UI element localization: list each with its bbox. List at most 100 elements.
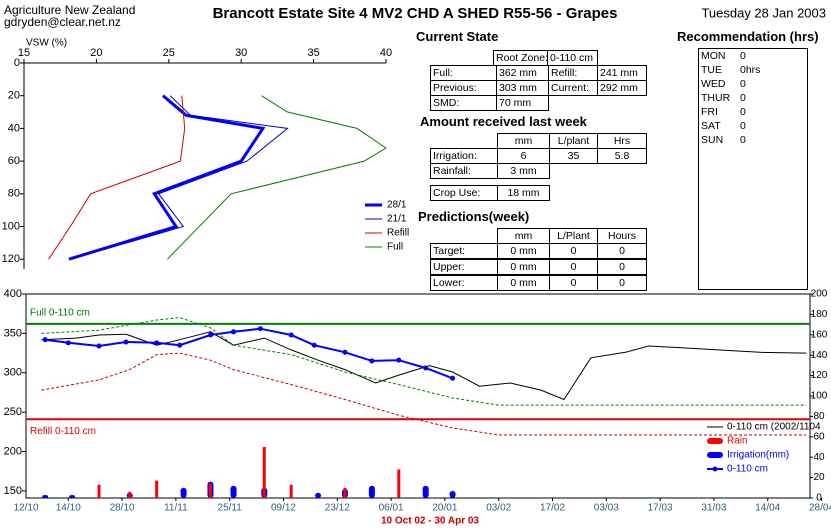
x-tick-label: 17/03	[648, 503, 673, 514]
email: gdryden@clear.net.nz	[4, 15, 121, 29]
x-tick-label: 14/10	[56, 503, 81, 514]
y-tick-label: 100	[2, 220, 20, 232]
point-marker	[123, 339, 129, 345]
point-marker	[257, 326, 263, 332]
y2-tick-label: 100	[811, 391, 828, 402]
x-axis-label: VSW (%)	[26, 38, 67, 49]
recommendation-box	[698, 48, 808, 290]
table-cell: 6	[497, 148, 550, 164]
section-title: Current State	[416, 29, 499, 44]
table-cell: 18 mm	[497, 185, 550, 201]
table-cell: 70 mm	[496, 95, 549, 111]
point-marker	[396, 357, 402, 363]
table-cell: 0-110 cm	[547, 50, 598, 66]
x-tick-label: 28/10	[110, 503, 135, 514]
point-marker	[207, 332, 213, 338]
x-start-label: 12/10	[13, 503, 38, 514]
day-label: WED	[701, 78, 726, 90]
table-cell: 0 mm	[497, 243, 550, 259]
x-tick-label: 20	[90, 47, 102, 59]
y-tick-label: 120	[2, 253, 20, 265]
table-header: Hours	[597, 228, 647, 244]
table-cell: 5.8	[597, 148, 647, 164]
legend-label: Refill	[387, 228, 409, 239]
y2-tick-label: 200	[811, 289, 828, 300]
y-tick-label: 350	[4, 327, 22, 339]
table-cell: 0 mm	[497, 259, 550, 275]
day-label: SAT	[701, 120, 721, 132]
table-cell: Previous:	[430, 80, 497, 96]
table-cell: 3 mm	[497, 163, 550, 179]
table-cell: SMD:	[430, 95, 497, 111]
legend-label: 0-110 cm	[727, 464, 768, 475]
y-tick-label: 60	[8, 155, 20, 167]
subtitle: 10 Oct 02 - 30 Apr 03	[381, 516, 479, 527]
y2-tick-label: 140	[811, 350, 828, 361]
x-tick-label: 23/12	[325, 503, 350, 514]
point-marker	[96, 343, 102, 349]
bar	[42, 494, 49, 498]
point-marker	[288, 332, 294, 338]
table-cell: 303 mm	[496, 80, 549, 96]
day-value: 0	[740, 120, 746, 132]
table-header: L/Plant	[549, 228, 598, 244]
table-cell: 292 mm	[597, 80, 647, 96]
x-tick-label: 28/04	[809, 503, 831, 514]
legend-marker	[712, 466, 718, 472]
table-header: L/plant	[549, 133, 598, 149]
y-tick-label: 250	[4, 406, 22, 418]
profile-line	[68, 94, 266, 261]
y2-tick-label: 180	[811, 309, 828, 320]
bar	[208, 483, 212, 498]
point-marker	[177, 342, 183, 348]
table-cell: 0 mm	[497, 275, 550, 291]
bar	[343, 487, 347, 498]
bar	[315, 492, 322, 498]
legend-swatch	[707, 438, 723, 444]
table-cell: 362 mm	[496, 65, 549, 81]
table-header: Hrs	[597, 133, 647, 149]
y2-tick-label: 160	[811, 329, 828, 340]
x-tick-label: 09/12	[271, 503, 296, 514]
plot-frame	[25, 293, 811, 499]
table-cell: Full:	[430, 65, 497, 81]
y-tick-label: 200	[4, 445, 22, 457]
day-value: 0	[740, 50, 746, 62]
x-tick-label: 11/11	[164, 503, 188, 514]
table-cell: Upper:	[430, 259, 498, 275]
day-label: TUE	[701, 64, 722, 76]
x-tick-label: 30	[235, 47, 247, 59]
legend-label: 28/1	[387, 200, 407, 211]
series-line	[45, 327, 453, 380]
day-label: FRI	[701, 106, 718, 118]
y2-tick-label: 20	[813, 472, 825, 483]
table-cell: 0	[549, 259, 598, 275]
bar	[128, 491, 132, 498]
day-label: MON	[701, 50, 726, 62]
y-tick-label: 0	[14, 57, 20, 69]
legend-label: Rain	[727, 436, 748, 447]
day-value: 0	[740, 92, 746, 104]
day-value: 0	[740, 78, 746, 90]
point-marker	[311, 342, 317, 348]
table-cell: 0	[597, 259, 647, 275]
reference-label: Refill 0-110 cm	[30, 426, 96, 437]
x-tick-label: 40	[380, 47, 392, 59]
reference-label: Full 0-110 cm	[30, 308, 90, 319]
table-cell: 0	[597, 243, 647, 259]
table-cell: Crop Use:	[430, 185, 498, 201]
x-tick-label: 03/02	[486, 503, 511, 514]
point-marker	[423, 365, 429, 371]
x-tick-label: 15	[18, 47, 30, 59]
profile-line	[70, 95, 289, 260]
section-title: Recommendation (hrs)	[677, 29, 819, 44]
y2-tick-label: 80	[813, 411, 825, 422]
point-marker	[231, 329, 237, 335]
x-tick-label: 03/03	[594, 503, 619, 514]
y2-tick-label: 0	[816, 493, 822, 504]
legend-swatch	[707, 452, 723, 458]
point-marker	[42, 337, 48, 343]
table-cell: 35	[549, 148, 598, 164]
bar	[449, 490, 456, 498]
